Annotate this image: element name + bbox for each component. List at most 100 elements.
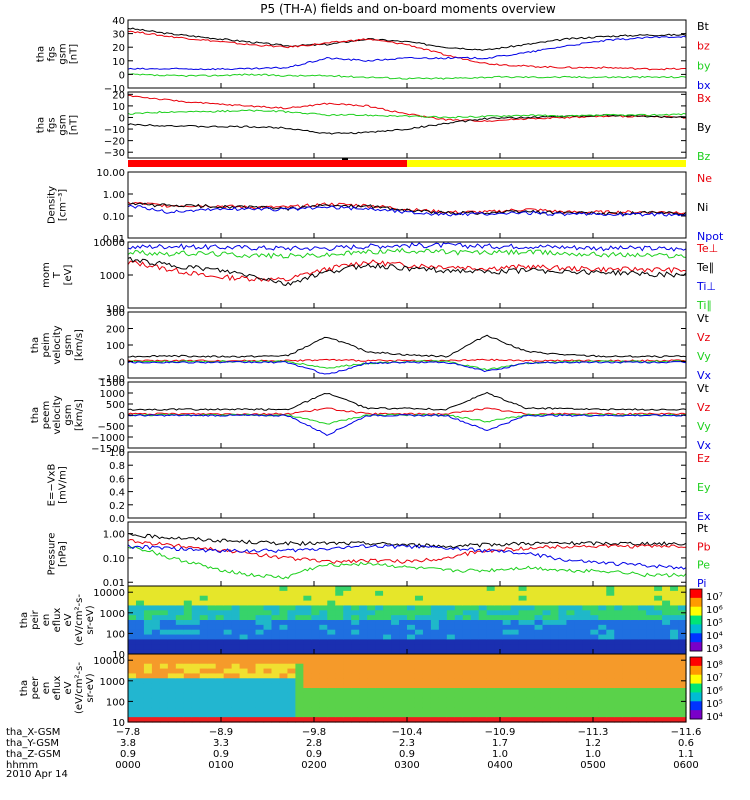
heatmap-cell <box>614 639 623 645</box>
heatmap-cell <box>414 658 424 665</box>
heatmap-cell <box>239 620 249 626</box>
heatmap-cell <box>151 712 161 718</box>
colorbar-tick-label: 10⁸ <box>706 660 723 671</box>
heatmap-cell <box>438 678 448 684</box>
heatmap-cell <box>518 615 528 621</box>
heatmap-cell <box>526 658 536 665</box>
heatmap-cell <box>494 668 504 675</box>
heatmap-cell <box>638 634 647 641</box>
heatmap-cell <box>438 683 448 689</box>
heatmap-cell <box>311 615 320 621</box>
heatmap-cell <box>255 702 265 709</box>
y-tick-label: 0.10 <box>103 212 125 223</box>
heatmap-cell <box>247 668 257 675</box>
heatmap-cell <box>311 649 320 655</box>
heatmap-cell <box>614 644 623 650</box>
heatmap-cell <box>239 678 249 684</box>
series-Vt-line <box>127 334 687 358</box>
heatmap-cell <box>128 688 137 694</box>
heatmap-cell <box>351 629 360 636</box>
heatmap-cell <box>566 600 575 607</box>
heatmap-cell <box>422 692 432 699</box>
y-tick-label: 20 <box>112 43 125 54</box>
heatmap-cell <box>383 620 392 626</box>
heatmap-cell <box>518 707 528 713</box>
heatmap-cell <box>143 629 153 636</box>
heatmap-cell <box>550 688 560 694</box>
heatmap-cell <box>359 644 368 650</box>
heatmap-cell <box>646 605 655 611</box>
y-tick-label: 1000 <box>100 389 125 400</box>
heatmap-cell <box>566 678 575 684</box>
heatmap-cell <box>191 620 201 626</box>
heatmap-cell <box>199 668 209 675</box>
heatmap-cell <box>391 605 400 611</box>
heatmap-cell <box>598 654 607 660</box>
heatmap-cell <box>622 615 631 621</box>
heatmap-cell <box>247 600 257 607</box>
y-axis-label: T <box>52 271 63 279</box>
heatmap-cell <box>183 688 193 694</box>
heatmap-cell <box>159 702 169 709</box>
heatmap-cell <box>375 678 384 684</box>
heatmap-cell <box>175 658 185 665</box>
y-tick-label: 100 <box>106 629 125 640</box>
heatmap-cell <box>494 712 504 718</box>
heatmap-cell <box>335 712 344 718</box>
heatmap-cell <box>311 707 320 713</box>
heatmap-cell <box>606 605 615 611</box>
heatmap-cell <box>128 712 137 718</box>
heatmap-cell <box>470 595 480 602</box>
heatmap-cell <box>295 649 304 655</box>
heatmap-cell <box>486 624 496 631</box>
heatmap-cell <box>678 615 687 621</box>
y-tick-label: 200 <box>106 325 125 336</box>
heatmap-cell <box>327 673 336 679</box>
heatmap-cell <box>135 595 145 602</box>
heatmap-cell <box>287 668 296 675</box>
heatmap-cell <box>303 605 312 611</box>
heatmap-cell <box>422 586 432 592</box>
heatmap-cell <box>574 658 583 665</box>
y-tick-label: −30 <box>104 148 125 159</box>
heatmap-cell <box>582 595 591 602</box>
heatmap-cell <box>494 610 504 616</box>
heatmap-cell <box>518 649 528 655</box>
heatmap-cell <box>526 692 536 699</box>
x-row-value: 0.9 <box>306 749 322 760</box>
heatmap-cell <box>654 605 663 611</box>
heatmap-cell <box>215 663 225 670</box>
heatmap-cell <box>159 668 169 675</box>
heatmap-cell <box>558 697 568 704</box>
heatmap-cell <box>670 586 679 592</box>
heatmap-cell <box>574 610 583 616</box>
heatmap-cell <box>367 590 376 597</box>
heatmap-cell <box>494 688 504 694</box>
heatmap-cell <box>271 678 281 684</box>
heatmap-cell <box>566 644 575 650</box>
heatmap-cell <box>215 678 225 684</box>
heatmap-cell <box>143 590 153 597</box>
heatmap-cell <box>414 692 424 699</box>
heatmap-cell <box>518 663 528 670</box>
heatmap-cell <box>606 658 615 665</box>
heatmap-cell <box>494 649 504 655</box>
heatmap-cell <box>383 697 392 704</box>
y-axis-label: eflux <box>52 608 63 633</box>
heatmap-cell <box>566 663 575 670</box>
heatmap-cell <box>670 644 679 650</box>
heatmap-cell <box>255 683 265 689</box>
heatmap-cell <box>534 702 544 709</box>
heatmap-cell <box>391 620 400 626</box>
heatmap-cell <box>526 600 536 607</box>
heatmap-cell <box>183 668 193 675</box>
heatmap-cell <box>399 717 408 723</box>
heatmap-cell <box>199 620 209 626</box>
heatmap-cell <box>422 605 432 611</box>
heatmap-cell <box>614 688 623 694</box>
heatmap-cell <box>391 707 400 713</box>
heatmap-cell <box>446 697 456 704</box>
heatmap-cell <box>566 605 575 611</box>
heatmap-cell <box>135 639 145 645</box>
heatmap-cell <box>582 663 591 670</box>
